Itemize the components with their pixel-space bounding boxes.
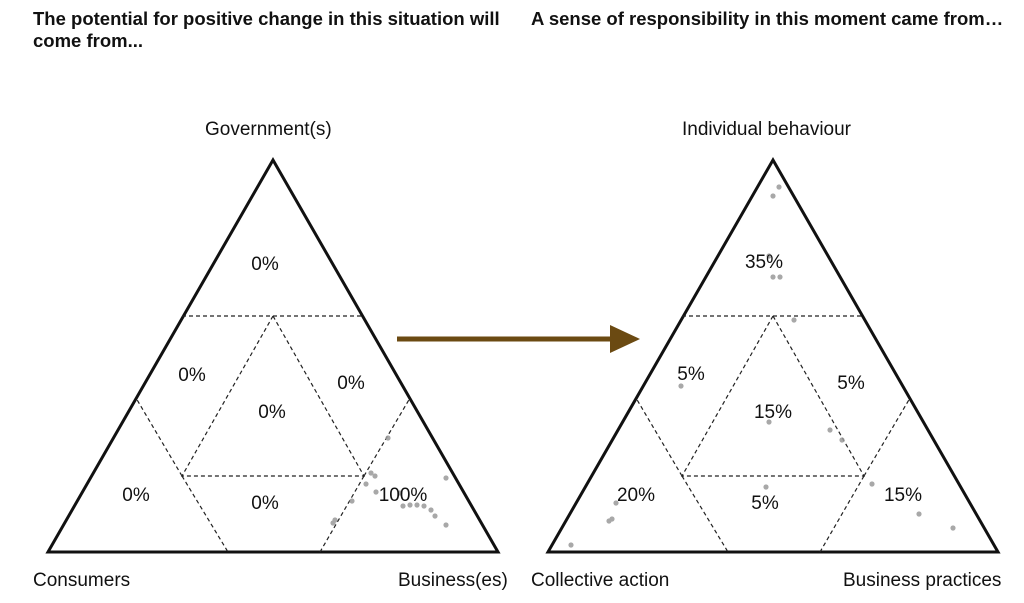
left-region-top-value: 0% xyxy=(251,254,279,275)
data-dot xyxy=(613,500,619,506)
data-dot xyxy=(950,525,956,531)
right-dots xyxy=(568,184,956,548)
data-dot xyxy=(763,484,769,490)
data-dot xyxy=(363,481,369,487)
data-dot xyxy=(443,475,449,481)
left-region-mid-left-value: 0% xyxy=(178,365,206,386)
right-region-mid-left-value: 5% xyxy=(677,364,705,385)
right-triangle: 35% 5% 15% 5% 20% 5% 15% xyxy=(545,156,1001,554)
left-region-center-value: 0% xyxy=(258,402,286,423)
data-dot xyxy=(414,502,420,508)
data-dot xyxy=(349,498,355,504)
data-dot xyxy=(332,517,338,523)
arrow-icon xyxy=(397,325,640,353)
right-dashed-dividers xyxy=(635,314,911,553)
left-dot-cluster xyxy=(330,435,449,528)
data-dot xyxy=(568,542,574,548)
left-top-vertex-label: Government(s) xyxy=(205,119,332,140)
left-triangle: 0% 0% 0% 0% 0% 0% 100% xyxy=(45,156,501,554)
data-dot xyxy=(791,317,797,323)
data-dot xyxy=(432,513,438,519)
data-dot xyxy=(443,522,449,528)
data-dot xyxy=(766,419,772,425)
right-region-bottom-middle-value: 5% xyxy=(751,493,779,514)
data-dot xyxy=(869,481,875,487)
data-dot xyxy=(397,490,403,496)
data-dot xyxy=(678,383,684,389)
data-dot xyxy=(385,435,391,441)
left-triangle-outline xyxy=(45,156,501,554)
data-dot xyxy=(368,470,374,476)
data-dot xyxy=(766,253,772,259)
data-dot xyxy=(776,184,782,190)
right-region-mid-right-value: 5% xyxy=(837,373,865,394)
left-region-bottom-middle-value: 0% xyxy=(251,493,279,514)
data-dot xyxy=(777,274,783,280)
data-dot xyxy=(606,518,612,524)
left-region-mid-right-value: 0% xyxy=(337,373,365,394)
left-region-bottom-right-value: 100% xyxy=(379,485,428,506)
right-top-vertex-label: Individual behaviour xyxy=(682,119,852,140)
data-dot xyxy=(428,507,434,513)
left-dashed-dividers xyxy=(135,314,411,553)
left-bottom-left-vertex-label: Consumers xyxy=(33,570,131,591)
data-dot xyxy=(421,503,427,509)
left-bottom-right-vertex-label: Business(es) xyxy=(398,570,508,591)
data-dot xyxy=(400,503,406,509)
data-dot xyxy=(372,473,378,479)
data-dot xyxy=(827,427,833,433)
right-panel-title: A sense of responsibility in this moment… xyxy=(531,8,1004,29)
right-region-bottom-left-value: 20% xyxy=(617,485,655,506)
data-dot xyxy=(916,511,922,517)
right-bottom-left-vertex-label: Collective action xyxy=(531,570,670,591)
right-region-center-value: 15% xyxy=(754,402,792,423)
data-dot xyxy=(407,502,413,508)
right-triangle-outline xyxy=(545,156,1001,554)
right-bottom-right-vertex-label: Business practices xyxy=(843,570,1002,591)
right-region-bottom-right-value: 15% xyxy=(884,485,922,506)
left-region-bottom-left-value: 0% xyxy=(122,485,150,506)
data-dot xyxy=(839,437,845,443)
left-panel-title: The potential for positive change in thi… xyxy=(33,8,500,51)
right-region-top-value: 35% xyxy=(745,252,783,273)
data-dot xyxy=(373,489,379,495)
data-dot xyxy=(770,274,776,280)
data-dot xyxy=(770,193,776,199)
